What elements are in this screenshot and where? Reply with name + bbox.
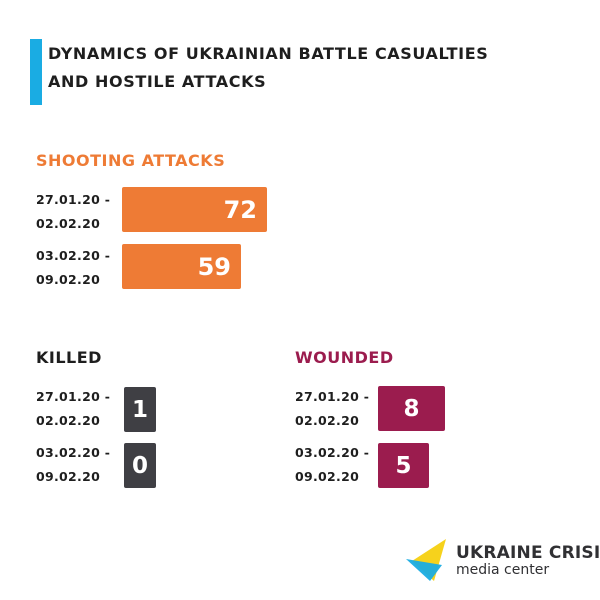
shooting-period-2-end: 09.02.20 <box>36 272 101 287</box>
wounded-period-1: 27.01.20 - 02.02.20 <box>295 385 369 433</box>
killed-value-1: 1 <box>131 396 148 423</box>
shooting-bar-2: 59 <box>122 244 241 289</box>
killed-period-1: 27.01.20 - 02.02.20 <box>36 385 110 433</box>
wounded-period-1-end: 02.02.20 <box>295 413 360 428</box>
killed-period-2-end: 09.02.20 <box>36 469 101 484</box>
logo-triangle-icon <box>406 539 446 581</box>
killed-period-1-end: 02.02.20 <box>36 413 101 428</box>
page-title: DYNAMICS OF UKRAINIAN BATTLE CASUALTIES … <box>48 44 489 91</box>
wounded-period-2-start: 03.02.20 - <box>295 445 370 460</box>
wounded-period-1-start: 27.01.20 - <box>295 389 370 404</box>
wounded-period-2-end: 09.02.20 <box>295 469 360 484</box>
ukraine-crisis-logo: UKRAINE CRISIS media center <box>404 535 600 585</box>
wounded-value-1: 8 <box>403 395 420 422</box>
shooting-bar-1-value: 72 <box>223 195 257 224</box>
logo-title: UKRAINE CRISIS <box>456 543 600 563</box>
title-accent-bar <box>30 39 42 105</box>
shooting-period-2-start: 03.02.20 - <box>36 248 111 263</box>
shooting-attacks-title: SHOOTING ATTACKS <box>36 151 226 170</box>
shooting-period-1: 27.01.20 - 02.02.20 <box>36 188 110 236</box>
wounded-title: WOUNDED <box>295 348 394 367</box>
logo-subtitle: media center <box>456 562 550 578</box>
killed-period-1-start: 27.01.20 - <box>36 389 111 404</box>
killed-period-2-start: 03.02.20 - <box>36 445 111 460</box>
shooting-period-2: 03.02.20 - 09.02.20 <box>36 244 110 292</box>
killed-title: KILLED <box>36 348 102 367</box>
shooting-period-1-end: 02.02.20 <box>36 216 101 231</box>
killed-value-box-1: 1 <box>124 387 156 432</box>
wounded-value-box-2: 5 <box>378 443 429 488</box>
wounded-period-2: 03.02.20 - 09.02.20 <box>295 441 369 489</box>
wounded-value-box-1: 8 <box>378 386 445 431</box>
killed-value-2: 0 <box>131 452 148 479</box>
killed-value-box-2: 0 <box>124 443 156 488</box>
shooting-bar-1: 72 <box>122 187 267 232</box>
wounded-value-2: 5 <box>395 452 412 479</box>
shooting-bar-2-value: 59 <box>197 252 231 281</box>
shooting-period-1-start: 27.01.20 - <box>36 192 111 207</box>
killed-period-2: 03.02.20 - 09.02.20 <box>36 441 110 489</box>
